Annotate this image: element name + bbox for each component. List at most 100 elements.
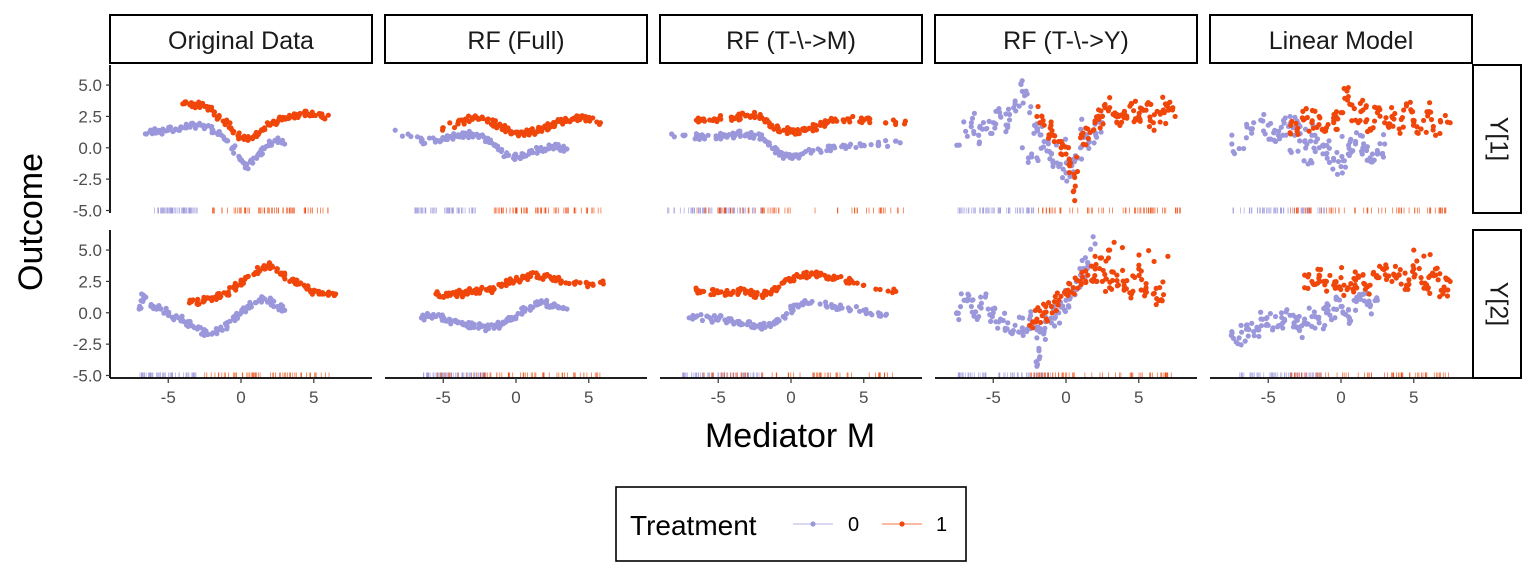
data-point [1054,290,1060,296]
data-point [1350,148,1356,154]
data-point [1025,159,1031,165]
data-point [1229,141,1235,147]
data-point [823,121,829,127]
data-point [1332,315,1338,321]
data-point [245,166,251,172]
data-point [590,115,596,121]
panel [1229,84,1453,214]
data-point [1096,265,1103,272]
data-point [695,119,701,125]
data-point [1035,103,1041,110]
data-point [252,132,258,138]
data-point [861,143,867,149]
data-point [1281,120,1287,126]
data-point [224,138,230,144]
data-point [143,294,149,300]
data-point [295,114,301,120]
data-point [1160,292,1167,298]
data-point [1229,132,1235,138]
data-point [1079,116,1085,122]
data-point [1163,103,1170,109]
data-point [1325,307,1331,314]
data-point [751,109,758,115]
data-point [1031,130,1037,136]
data-point [1302,138,1308,144]
data-point [171,317,177,323]
data-point [1005,106,1012,112]
data-point [724,134,730,140]
data-point [964,298,970,304]
data-point [305,283,311,289]
data-point [264,120,271,126]
data-point [968,124,974,130]
data-point [1283,309,1289,315]
data-point [204,103,210,110]
data-point [460,134,466,141]
data-point [813,127,820,133]
data-point [574,117,581,124]
data-point [1368,127,1374,133]
data-point [1136,262,1142,268]
data-point [227,285,233,291]
data-point [964,133,970,139]
data-point [1013,108,1019,114]
data-point [480,115,486,122]
data-point [830,275,836,281]
column-strip-label: RF (Full) [467,27,564,55]
data-point [201,126,208,132]
data-point [1362,286,1368,292]
data-point [782,315,788,321]
data-point [1354,285,1360,291]
data-point [1027,313,1034,319]
data-point [282,270,288,276]
data-point [1075,285,1081,291]
x-tick-label: 5 [309,388,318,407]
data-point [560,304,566,311]
legend: Treatment 0 1 [615,486,967,562]
data-point [471,321,478,328]
data-point [1310,125,1317,131]
data-point [958,291,964,297]
data-point [1093,134,1100,140]
data-point [835,274,841,281]
data-point [530,129,536,135]
data-point [1102,288,1109,295]
data-point [1228,332,1234,339]
data-point [1335,158,1342,165]
data-point [481,134,487,140]
data-point [494,125,500,131]
data-point [331,292,338,298]
data-point [466,319,472,326]
data-point [1347,101,1353,107]
data-point [1056,297,1062,303]
data-point [1012,322,1018,328]
data-point [485,326,492,332]
data-point [1131,108,1137,114]
x-tick-label: 5 [1409,388,1418,407]
data-point [551,274,557,281]
data-point [1311,281,1317,288]
data-point [1136,272,1142,278]
data-point [847,119,853,125]
column-strip: RF (T-\->M) [659,14,923,64]
data-point [1036,348,1042,354]
data-point [761,136,767,143]
data-point [1005,320,1011,326]
data-point [1048,315,1054,321]
data-point [1236,335,1242,341]
data-point [536,127,542,133]
data-point [166,309,172,315]
data-point [1292,314,1299,320]
row-strip: Y[2] [1472,229,1522,379]
data-point [1352,269,1358,275]
data-point [1345,306,1352,313]
data-point [1034,113,1040,120]
data-point [1428,109,1434,115]
data-point [731,321,737,327]
data-point [1079,274,1086,280]
data-point [717,312,724,319]
data-point [671,134,677,140]
data-point [486,286,492,292]
data-point [448,321,454,327]
data-point [198,122,204,128]
